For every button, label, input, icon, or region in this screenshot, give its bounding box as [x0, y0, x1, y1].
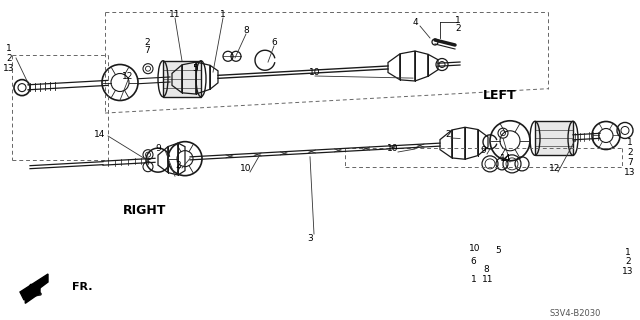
- Text: FR.: FR.: [72, 282, 93, 292]
- Text: 10: 10: [309, 68, 321, 76]
- Text: 2: 2: [455, 23, 461, 33]
- Text: 4: 4: [412, 18, 418, 27]
- Text: 7: 7: [627, 157, 633, 166]
- Text: 1: 1: [471, 276, 477, 284]
- Text: 1: 1: [627, 138, 633, 147]
- Text: 13: 13: [3, 63, 15, 73]
- Text: 12: 12: [549, 164, 561, 172]
- Text: 2: 2: [625, 258, 631, 267]
- Text: 6: 6: [470, 258, 476, 267]
- Text: 9: 9: [155, 143, 161, 153]
- Text: 1: 1: [220, 10, 226, 19]
- Text: 14: 14: [94, 130, 106, 139]
- Text: 5: 5: [495, 245, 501, 254]
- Text: 1: 1: [6, 44, 12, 52]
- Bar: [535, 121, 573, 155]
- Text: 10: 10: [240, 164, 252, 172]
- Text: 11: 11: [483, 276, 493, 284]
- Text: 2: 2: [445, 130, 451, 139]
- Text: 2: 2: [627, 148, 633, 156]
- Text: 3: 3: [307, 234, 313, 243]
- Text: 9: 9: [480, 146, 486, 155]
- Text: 13: 13: [624, 167, 636, 177]
- Text: LEFT: LEFT: [483, 89, 517, 101]
- Bar: [163, 61, 201, 97]
- Text: 10: 10: [387, 143, 399, 153]
- Text: 1: 1: [625, 247, 631, 257]
- Text: 5: 5: [192, 63, 198, 73]
- Text: 1: 1: [455, 15, 461, 25]
- Polygon shape: [25, 283, 40, 303]
- Polygon shape: [20, 274, 48, 300]
- Text: 10: 10: [469, 244, 481, 252]
- Text: 14: 14: [500, 154, 512, 163]
- Text: 8: 8: [243, 26, 249, 35]
- Text: 7: 7: [144, 45, 150, 54]
- Text: 12: 12: [122, 71, 134, 81]
- Text: 2: 2: [144, 37, 150, 46]
- Text: 13: 13: [622, 268, 634, 276]
- Text: 2: 2: [6, 53, 12, 62]
- Text: RIGHT: RIGHT: [124, 204, 166, 217]
- Text: 2: 2: [175, 161, 181, 170]
- Text: S3V4-B2030: S3V4-B2030: [549, 308, 601, 317]
- Text: 8: 8: [483, 266, 489, 275]
- Text: 11: 11: [169, 10, 180, 19]
- Text: 6: 6: [271, 37, 277, 46]
